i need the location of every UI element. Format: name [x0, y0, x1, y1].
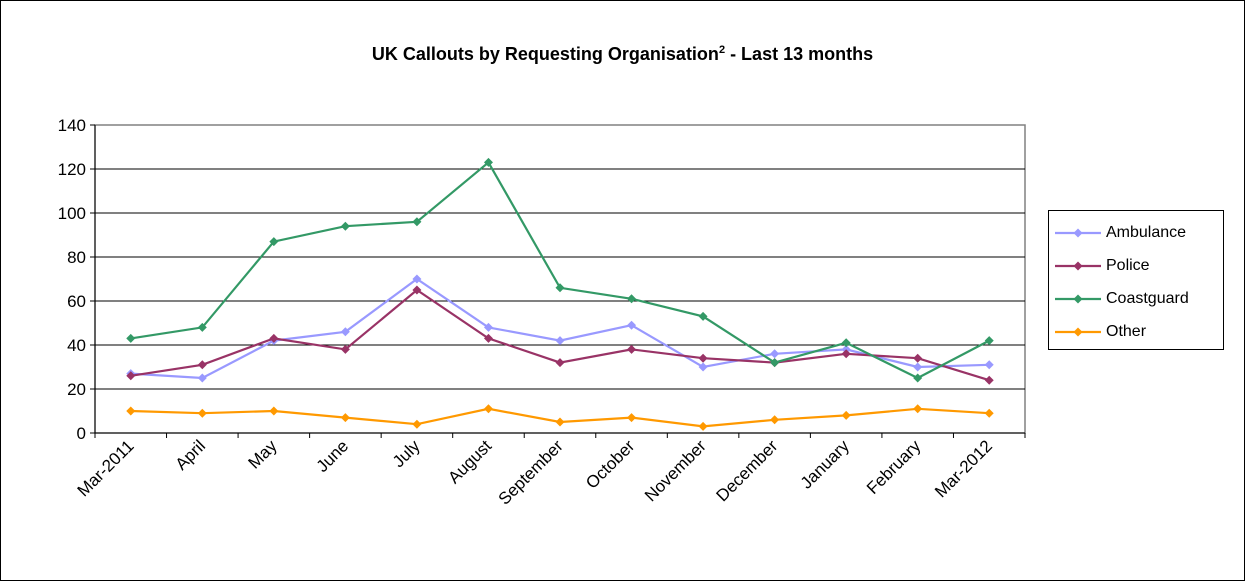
data-point-coastguard [555, 283, 565, 293]
data-point-police [698, 353, 708, 363]
legend-label: Police [1106, 256, 1150, 274]
legend-marker [1073, 327, 1083, 336]
data-point-coastguard [770, 358, 780, 368]
x-tick-label: August [444, 436, 495, 487]
data-point-coastguard [913, 373, 923, 383]
data-point-ambulance [627, 320, 637, 330]
x-tick-label: January [797, 436, 854, 493]
data-point-ambulance [483, 322, 493, 332]
data-point-coastguard [197, 322, 207, 332]
legend-swatch-ambulance [1055, 228, 1101, 237]
legend-item-police: Police [1049, 249, 1223, 282]
data-point-other [126, 406, 136, 416]
data-point-police [412, 285, 422, 295]
y-tick-label: 120 [58, 160, 86, 179]
data-point-coastguard [984, 336, 994, 346]
data-point-ambulance [913, 362, 923, 372]
data-point-ambulance [412, 274, 422, 284]
chart-title-suffix: - Last 13 months [725, 44, 874, 64]
x-tick-label: May [245, 436, 281, 472]
data-point-coastguard [627, 294, 637, 304]
y-tick-label: 140 [58, 116, 86, 135]
data-point-ambulance [197, 373, 207, 383]
legend-item-other: Other [1049, 315, 1223, 348]
plot-area [94, 124, 1026, 434]
data-point-police [913, 353, 923, 363]
y-tick-label: 80 [67, 248, 86, 267]
data-point-coastguard [841, 338, 851, 348]
data-point-other [841, 410, 851, 420]
legend-label: Coastguard [1106, 289, 1189, 307]
y-tick-label: 100 [58, 204, 86, 223]
data-point-coastguard [483, 157, 493, 167]
legend-swatch-other [1055, 327, 1101, 336]
y-tick-label: 20 [67, 380, 86, 399]
data-point-coastguard [698, 311, 708, 321]
legend-marker [1073, 228, 1083, 237]
x-tick-label: September [495, 436, 567, 508]
data-point-other [770, 415, 780, 425]
legend-swatch-police [1055, 261, 1101, 270]
data-point-ambulance [340, 327, 350, 337]
data-point-ambulance [698, 362, 708, 372]
x-tick-label: Mar-2012 [931, 436, 996, 501]
legend-label: Ambulance [1106, 223, 1187, 241]
legend-marker [1073, 261, 1083, 270]
data-point-police [269, 333, 279, 343]
data-point-police [555, 358, 565, 368]
chart-title-text: UK Callouts by Requesting Organisation [371, 44, 719, 64]
x-tick-label: July [389, 436, 424, 471]
chart-legend: Ambulance Police Coastguard Other [1048, 210, 1224, 350]
y-tick-label: 60 [67, 292, 86, 311]
legend-label: Other [1106, 322, 1147, 340]
data-point-coastguard [340, 221, 350, 231]
data-point-other [269, 406, 279, 416]
data-point-police [340, 344, 350, 354]
data-point-police [627, 344, 637, 354]
data-point-coastguard [126, 333, 136, 343]
data-point-other [627, 413, 637, 423]
x-tick-label: December [713, 436, 782, 505]
data-point-other [984, 408, 994, 418]
x-tick-label: June [313, 436, 353, 476]
data-point-police [483, 333, 493, 343]
legend-marker [1073, 294, 1083, 303]
data-point-police [841, 349, 851, 359]
legend-item-coastguard: Coastguard [1049, 282, 1223, 315]
data-point-coastguard [269, 237, 279, 247]
data-point-other [412, 419, 422, 429]
x-tick-label: February [863, 436, 925, 498]
chart-title-superscript: 2 [718, 44, 726, 56]
data-point-other [483, 404, 493, 414]
data-point-police [197, 360, 207, 370]
data-point-ambulance [984, 360, 994, 370]
data-point-other [555, 417, 565, 427]
x-tick-label: October [582, 436, 638, 492]
legend-swatch-coastguard [1055, 294, 1101, 303]
x-tick-label: November [641, 436, 710, 505]
data-point-other [197, 408, 207, 418]
data-point-ambulance [770, 349, 780, 359]
x-tick-label: April [172, 436, 209, 473]
legend-item-ambulance: Ambulance [1049, 216, 1223, 249]
y-tick-label: 40 [67, 336, 86, 355]
data-point-other [340, 413, 350, 423]
data-point-police [984, 375, 994, 385]
data-point-coastguard [412, 217, 422, 227]
data-point-other [913, 404, 923, 414]
y-tick-label: 0 [77, 424, 86, 443]
data-point-police [126, 371, 136, 381]
x-tick-label: Mar-2011 [74, 436, 138, 500]
data-point-ambulance [555, 336, 565, 346]
data-point-other [698, 421, 708, 431]
chart-title: UK Callouts by Requesting Organisation2 … [0, 44, 1245, 65]
